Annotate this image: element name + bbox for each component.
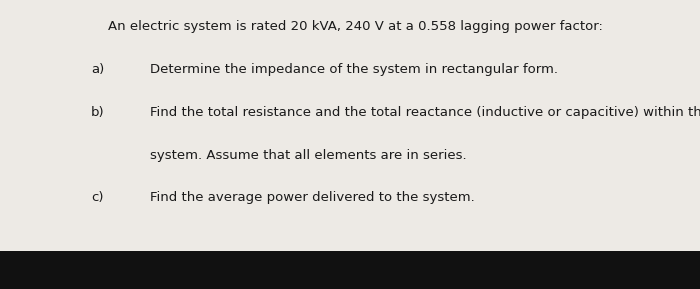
Text: Find the total resistance and the total reactance (inductive or capacitive) with: Find the total resistance and the total …: [150, 106, 700, 119]
Text: b): b): [91, 106, 104, 119]
Text: system. Assume that all elements are in series.: system. Assume that all elements are in …: [150, 149, 467, 162]
Bar: [0, 251, 700, 289]
Text: Determine the impedance of the system in rectangular form.: Determine the impedance of the system in…: [150, 63, 559, 76]
Text: c): c): [91, 191, 104, 204]
Text: An electric system is rated 20 kVA, 240 V at a 0.558 lagging power factor:: An electric system is rated 20 kVA, 240 …: [108, 20, 603, 33]
Text: Find the average power delivered to the system.: Find the average power delivered to the …: [150, 191, 475, 204]
Text: a): a): [91, 63, 104, 76]
